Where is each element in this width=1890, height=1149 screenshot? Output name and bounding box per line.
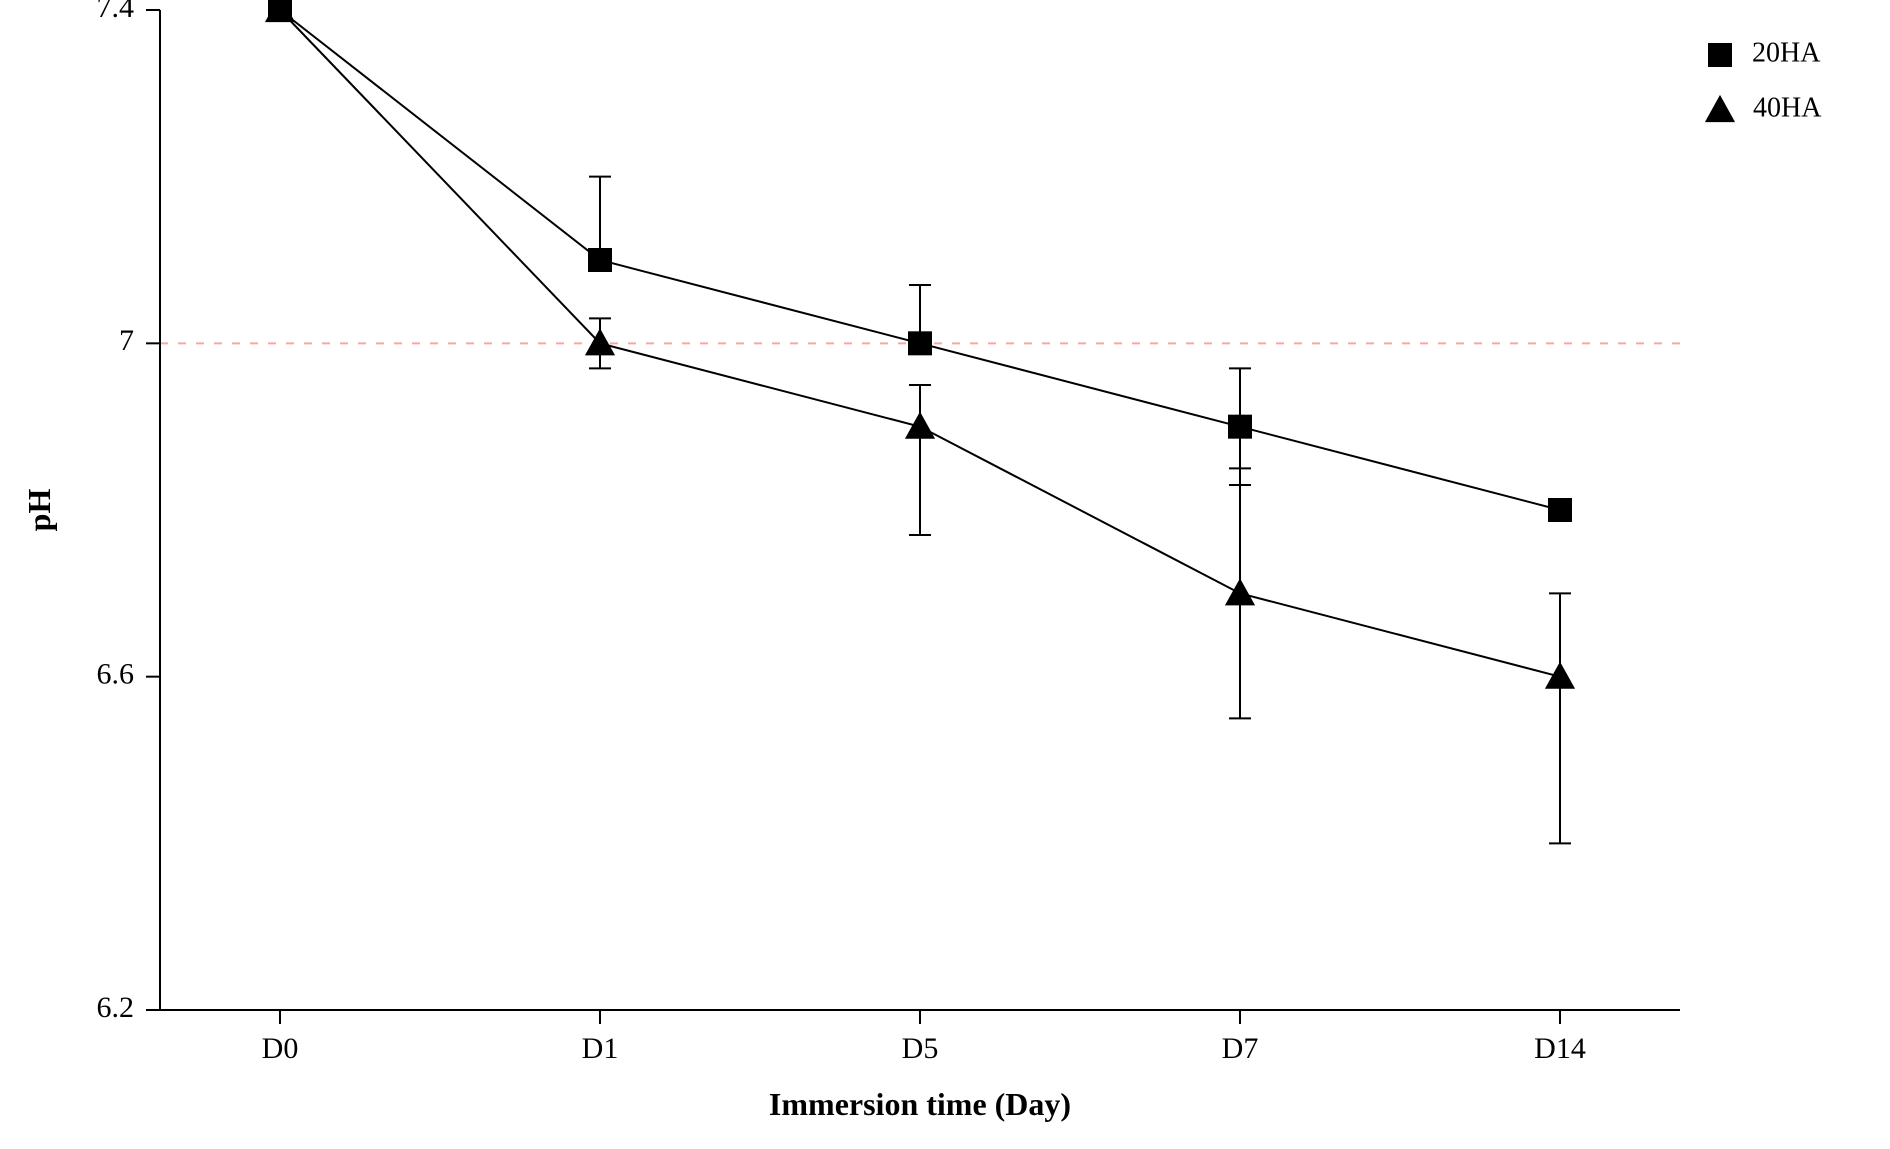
marker-triangle-icon	[1225, 578, 1255, 605]
x-tick-label: D0	[262, 1032, 299, 1065]
legend-label-40HA: 40HA	[1753, 92, 1822, 123]
x-tick-label: D7	[1222, 1032, 1259, 1065]
x-tick-label: D14	[1534, 1032, 1586, 1065]
y-tick-label: 7.4	[97, 0, 135, 24]
y-axis-label: pH	[21, 489, 57, 532]
y-tick-label: 7	[119, 324, 134, 357]
chart-svg: 6.2 6.6 7 7.4 D0 D1 D5 D7 D14 pH Immersion time (D…	[0, 0, 1890, 1149]
marker-square-icon	[588, 248, 612, 272]
marker-triangle-icon	[1545, 662, 1575, 689]
ph-chart: 6.2 6.6 7 7.4 D0 D1 D5 D7 D14 pH Immersion time (D…	[0, 0, 1890, 1149]
x-tick-label: D1	[582, 1032, 619, 1065]
x-axis-label: Immersion time (Day)	[769, 1086, 1071, 1122]
y-tick-label: 6.2	[97, 991, 135, 1024]
marker-triangle-icon	[1705, 95, 1735, 122]
marker-square-icon	[908, 331, 932, 355]
marker-square-icon	[1548, 498, 1572, 522]
x-tick-label: D5	[902, 1032, 939, 1065]
marker-square-icon	[1228, 415, 1252, 439]
marker-square-icon	[1708, 43, 1732, 67]
y-tick-label: 6.6	[97, 658, 135, 691]
legend-label-20HA: 20HA	[1752, 37, 1821, 68]
marker-triangle-icon	[905, 412, 935, 439]
